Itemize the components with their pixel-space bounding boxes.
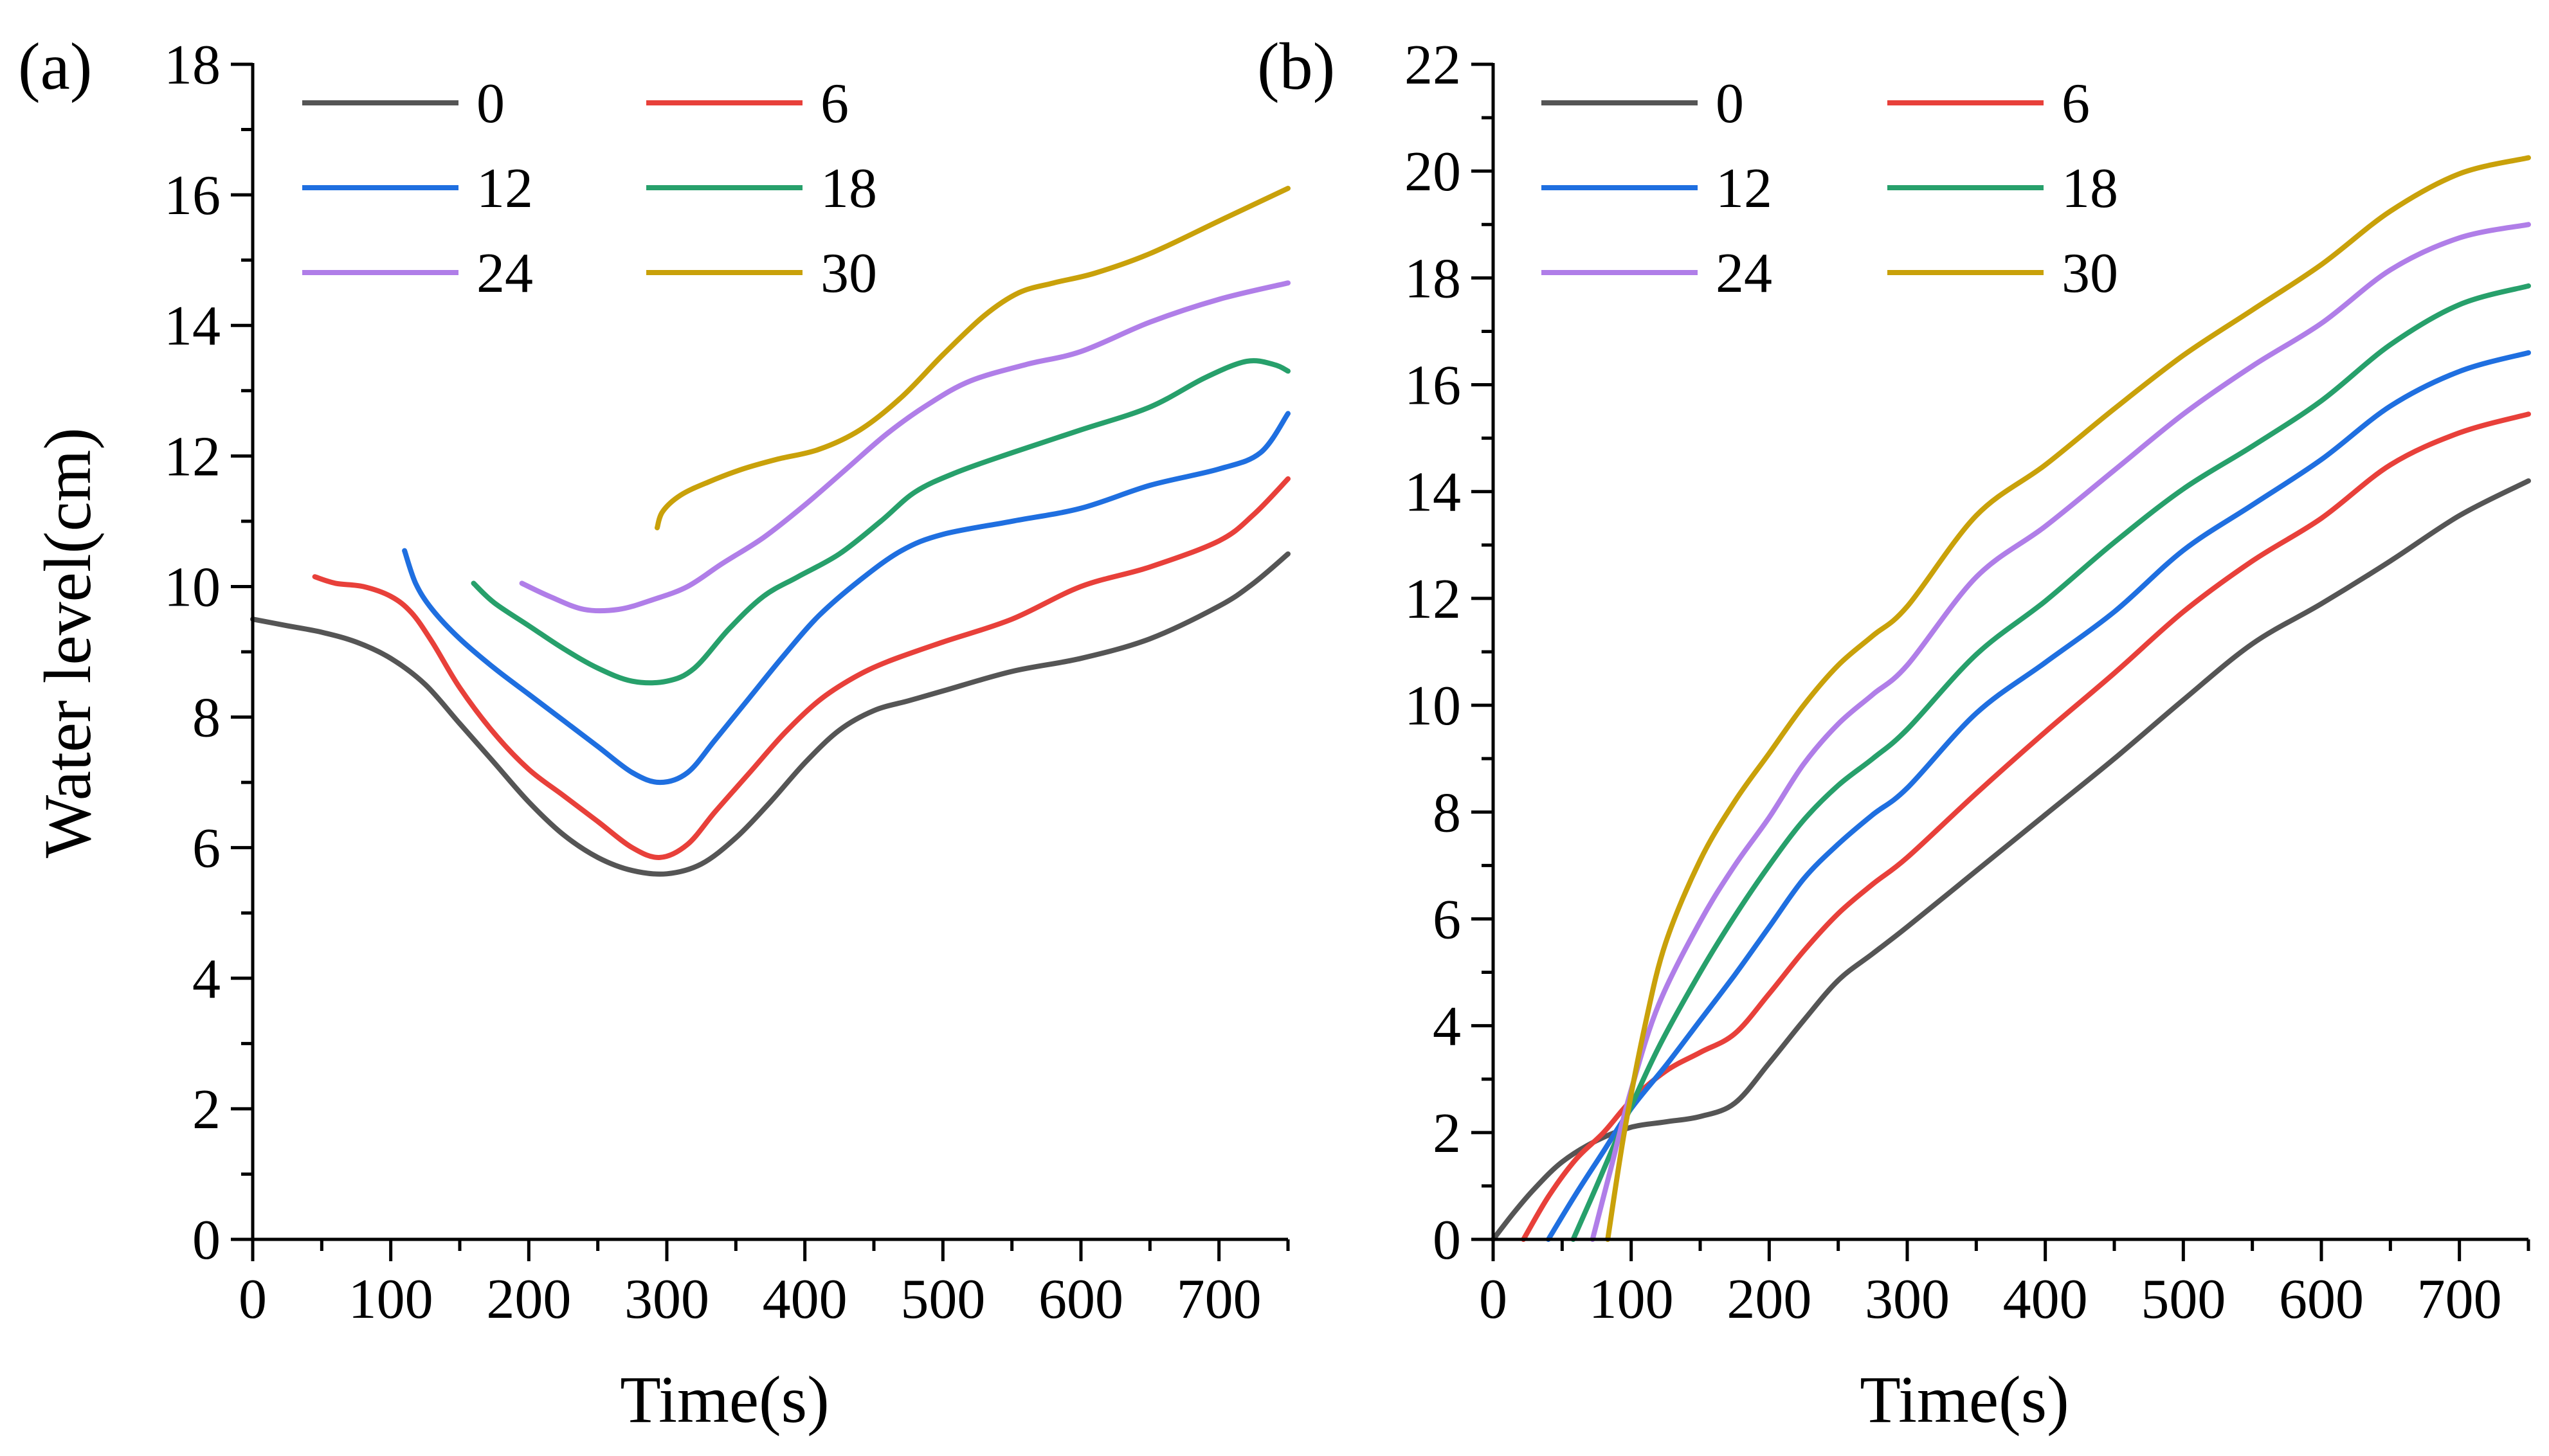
panel-a-x-tick-label: 400: [763, 1268, 848, 1331]
panel-a-legend-label-30: 30: [821, 242, 877, 305]
panel-a-series-18-line: [471, 358, 1291, 686]
panel-a-y-tick-label: 4: [192, 948, 221, 1011]
panel-b-axes: 0 100 200 300 400 500 600 700024681012141618202…: [1404, 34, 2530, 1331]
panel-a-legend: 0 6 12 18 24 30: [302, 73, 877, 305]
panel-a-legend-label-0: 0: [476, 73, 505, 135]
panel-a-y-tick-label: 12: [164, 426, 221, 488]
panel-a-x-axis-title: Time(s): [620, 1363, 830, 1437]
panel-b-series-12-line: [1545, 350, 2531, 1242]
panel-b-y-tick-label: 18: [1404, 247, 1461, 310]
panel-a-y-tick-label: 2: [192, 1079, 221, 1141]
panel-b-x-tick-label: 700: [2417, 1268, 2502, 1331]
panel-a: (a) 0 100 200 300 400 500 600 70002468101214161…: [18, 30, 1291, 1437]
panel-b-y-tick-label: 10: [1404, 675, 1461, 737]
panel-b-legend-label-30: 30: [2062, 242, 2118, 305]
panel-a-y-tick-label: 16: [164, 165, 221, 227]
panel-b-x-tick-label: 100: [1589, 1268, 1674, 1331]
panel-b-series-24-line: [1590, 222, 2531, 1242]
panel-a-y-tick-label: 10: [164, 556, 221, 618]
panel-b-y-tick-label: 16: [1404, 355, 1461, 417]
panel-b-y-tick-label: 8: [1433, 782, 1461, 844]
panel-a-y-axis-title: Water level(cm): [31, 427, 105, 858]
panel-a-x-tick-label: 200: [486, 1268, 571, 1331]
panel-a-y-tick-label: 6: [192, 818, 221, 880]
panel-a-x-tick-label: 700: [1177, 1268, 1262, 1331]
panel-a-series-6-line: [312, 476, 1291, 860]
panel-b-y-tick-label: 12: [1404, 568, 1461, 631]
panel-a-label: (a): [18, 30, 92, 103]
panel-b-legend-label-24: 24: [1716, 242, 1772, 305]
panel-a-x-tick-label: 300: [624, 1268, 709, 1331]
panel-b-y-tick-label: 4: [1433, 996, 1461, 1058]
panel-b-legend-label-12: 12: [1716, 157, 1772, 220]
panel-a-legend-label-6: 6: [821, 73, 849, 135]
panel-b-x-tick-label: 200: [1727, 1268, 1811, 1331]
panel-b-x-tick-label: 400: [2003, 1268, 2088, 1331]
panel-a-series-24-line: [519, 280, 1291, 614]
panel-a-legend-label-12: 12: [476, 157, 533, 220]
panel-b-series: [1491, 155, 2531, 1242]
panel-b-legend: 0 6 12 18 24 30: [1541, 73, 2118, 305]
panel-b-legend-label-18: 18: [2062, 157, 2118, 220]
panel-b-legend-label-6: 6: [2062, 73, 2090, 135]
panel-a-y-tick-label: 8: [192, 687, 221, 750]
panel-a-legend-label-18: 18: [821, 157, 877, 220]
panel-b-y-tick-label: 22: [1404, 34, 1461, 96]
panel-b-x-tick-label: 600: [2279, 1268, 2364, 1331]
panel-b-y-tick-label: 0: [1433, 1209, 1461, 1272]
panel-a-y-tick-label: 0: [192, 1209, 221, 1272]
panel-b-series-18-line: [1570, 283, 2531, 1242]
panel-a-y-tick-label: 14: [164, 295, 221, 357]
panel-b-y-tick-label: 6: [1433, 888, 1461, 951]
panel-b-legend-label-0: 0: [1716, 73, 1744, 135]
panel-b-x-tick-label: 300: [1865, 1268, 1950, 1331]
panel-b-x-axis-title: Time(s): [1860, 1363, 2069, 1437]
panel-b-x-tick-label: 0: [1479, 1268, 1507, 1331]
panel-a-x-tick-label: 600: [1039, 1268, 1123, 1331]
panel-b-y-tick-label: 2: [1433, 1102, 1461, 1165]
panel-b-label: (b): [1257, 30, 1335, 103]
panel-a-legend-label-24: 24: [476, 242, 533, 305]
panel-b: (b) 0 100 200 300 400 500 600 70002468101214161…: [1257, 30, 2531, 1437]
panel-a-series-12-line: [402, 411, 1291, 786]
panel-a-y-tick-label: 18: [164, 34, 221, 96]
panel-b-x-tick-label: 500: [2141, 1268, 2226, 1331]
panel-a-x-tick-label: 100: [349, 1268, 433, 1331]
panel-a-series-0-line: [250, 551, 1291, 877]
panel-a-series-30-line: [655, 186, 1291, 530]
panel-a-x-tick-label: 0: [239, 1268, 267, 1331]
panel-b-series-30-line: [1605, 155, 2531, 1242]
panel-b-y-tick-label: 20: [1404, 141, 1461, 203]
panel-a-series: [250, 186, 1291, 877]
panel-b-series-0-line: [1491, 478, 2531, 1242]
panel-a-x-tick-label: 500: [900, 1268, 985, 1331]
panel-b-y-tick-label: 14: [1404, 462, 1461, 524]
